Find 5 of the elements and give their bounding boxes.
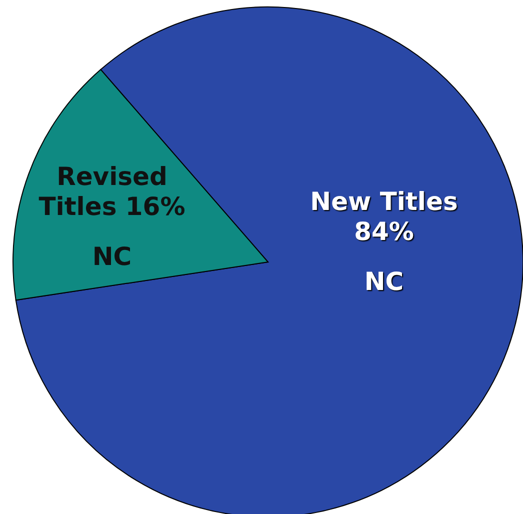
- text: NC: [364, 267, 404, 296]
- slice-label: New Titles: [310, 187, 458, 216]
- slice-label: Revised Titles 16%: [38, 162, 186, 221]
- data-label: 84%: [354, 217, 414, 246]
- text: NC: [92, 242, 132, 271]
